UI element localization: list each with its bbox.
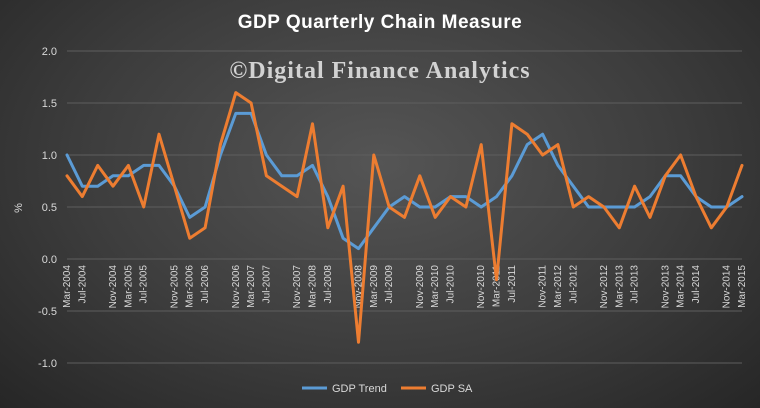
series-line-gdp-trend (65, 111, 744, 251)
x-tick-label: Jul-2010 (446, 265, 457, 304)
y-tick-label: 0.0 (42, 254, 57, 266)
x-tick-label: Nov-2009 (415, 265, 426, 309)
x-tick-label: Mar-2014 (676, 265, 687, 308)
legend: GDP Trend GDP SA (302, 383, 473, 395)
x-tick-label: Nov-2008 (353, 265, 364, 309)
x-tick-label: Nov-2014 (722, 265, 733, 309)
x-tick-label: Jul-2013 (630, 265, 641, 304)
x-tick-label: Jul-2008 (323, 265, 334, 304)
y-tick-label: 1.0 (42, 150, 57, 162)
series-line-gdp-sa (65, 91, 744, 344)
y-tick-label: 0.5 (42, 202, 57, 214)
x-tick-label: Jul-2007 (261, 265, 272, 304)
y-axis-label: % (13, 203, 25, 213)
x-tick-label: Jul-2014 (691, 265, 702, 304)
x-tick-label: Jul-2006 (200, 265, 211, 304)
x-tick-label: Nov-2004 (108, 265, 119, 309)
x-tick-label: Mar-2008 (307, 265, 318, 308)
x-tick-label: Mar-2015 (737, 265, 748, 308)
x-tick-label: Mar-2012 (553, 265, 564, 308)
gridlines (67, 50, 742, 364)
x-tick-label: Mar-2010 (430, 265, 441, 308)
chart-title: GDP Quarterly Chain Measure (238, 12, 523, 33)
x-tick-label: Jul-2009 (384, 265, 395, 304)
y-tick-label: 2.0 (42, 46, 57, 58)
series-lines (65, 91, 744, 344)
legend-label-gdp-sa: GDP SA (431, 383, 473, 395)
y-tick-label: 1.5 (42, 98, 57, 110)
x-tick-label: Mar-2004 (62, 265, 73, 308)
x-tick-label: Mar-2006 (185, 265, 196, 308)
y-axis-ticks: 2.0 1.5 1.0 0.5 0.0 -0.5 -1.0 (38, 46, 57, 370)
y-tick-label: -0.5 (38, 306, 57, 318)
x-tick-label: Mar-2011 (492, 265, 503, 307)
x-tick-label: Nov-2006 (231, 265, 242, 309)
watermark: ©Digital Finance Analytics (229, 58, 530, 84)
x-tick-label: Nov-2012 (599, 265, 610, 309)
x-tick-label: Mar-2013 (614, 265, 625, 308)
x-tick-label: Jul-2012 (568, 265, 579, 304)
x-tick-label: Nov-2007 (292, 265, 303, 309)
x-tick-label: Mar-2005 (123, 265, 134, 308)
x-tick-label: Mar-2007 (246, 265, 257, 308)
x-tick-label: Mar-2009 (369, 265, 380, 308)
x-tick-label: Nov-2010 (476, 265, 487, 309)
legend-label-gdp-trend: GDP Trend (332, 383, 387, 395)
y-tick-label: -1.0 (38, 358, 57, 370)
x-tick-label: Nov-2005 (169, 265, 180, 309)
x-axis-ticks: Mar-2004 Jul-2004 Nov-2004 Mar-2005 Jul-2005… (62, 265, 748, 309)
x-tick-label: Nov-2013 (660, 265, 671, 309)
x-tick-label: Nov-2011 (538, 265, 549, 308)
x-tick-label: Jul-2005 (139, 265, 150, 304)
x-tick-label: Jul-2011 (507, 265, 518, 303)
x-tick-label: Jul-2004 (77, 265, 88, 304)
